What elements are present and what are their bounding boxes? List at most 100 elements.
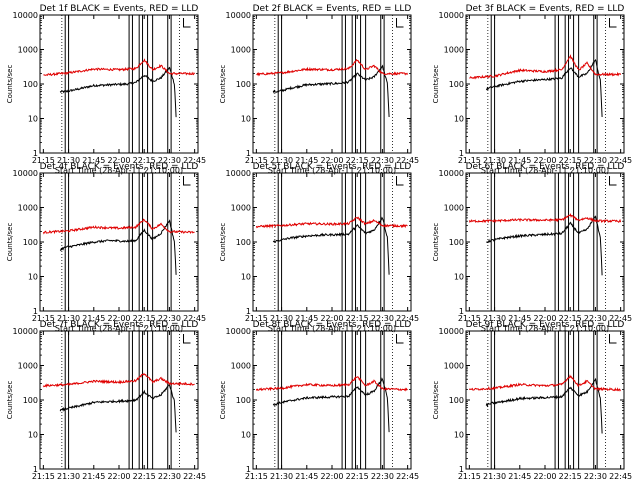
y-tick-label: 1 xyxy=(33,149,38,158)
panel: Det 8f BLACK = Events, RED = LLD Counts/s… xyxy=(219,320,419,480)
y-tick-label: 10 xyxy=(454,115,464,124)
y-tick-label: 1000 xyxy=(444,204,464,213)
x-tick-label: 21:15 xyxy=(245,472,268,480)
x-tick-label: 21:15 xyxy=(32,156,55,165)
x-tick-label: 22:45 xyxy=(609,472,632,480)
y-tick-label: 100 xyxy=(449,80,464,89)
x-axis-label: Start Time (28-Apr-11 21:10:00) xyxy=(268,324,396,333)
panel: Det 7f BLACK = Events, RED = LLD Counts/s… xyxy=(6,320,206,480)
y-axis-label: Counts/sec xyxy=(219,381,227,420)
lld-series-line xyxy=(43,58,196,77)
x-tick-label: 22:30 xyxy=(584,472,607,480)
x-tick-label: 21:30 xyxy=(270,314,293,323)
x-tick-label: 21:30 xyxy=(57,472,80,480)
bracket-marker xyxy=(183,176,191,186)
x-tick-label: 22:15 xyxy=(346,314,369,323)
x-tick-label: 22:45 xyxy=(396,156,419,165)
x-tick-label: 22:15 xyxy=(133,472,156,480)
x-tick-label: 21:45 xyxy=(508,156,531,165)
panel-title: Det 3f BLACK = Events, RED = LLD xyxy=(466,4,625,14)
panel-title: Det 1f BLACK = Events, RED = LLD xyxy=(40,4,199,14)
y-axis-label: Counts/sec xyxy=(6,381,14,420)
x-tick-label: 21:15 xyxy=(245,156,268,165)
bracket-marker xyxy=(396,18,404,28)
panel-title: Det 2f BLACK = Events, RED = LLD xyxy=(253,4,412,14)
y-tick-label: 10 xyxy=(241,115,251,124)
x-axis-label: Start Time (28-Apr-11 21:10:00) xyxy=(268,166,396,175)
events-series-line xyxy=(272,64,390,118)
y-axis-label: Counts/sec xyxy=(432,381,440,420)
bracket-marker xyxy=(396,334,404,344)
y-tick-label: 1000 xyxy=(231,204,251,213)
x-tick-label: 21:45 xyxy=(295,156,318,165)
bracket-marker xyxy=(183,334,191,344)
x-tick-label: 21:30 xyxy=(483,472,506,480)
y-tick-label: 10 xyxy=(241,431,251,440)
x-axis-label: Start Time (28-Apr-11 21:10:00) xyxy=(55,324,183,333)
events-series-line xyxy=(485,59,603,118)
x-tick-label: 21:30 xyxy=(483,156,506,165)
x-tick-label: 22:15 xyxy=(133,156,156,165)
x-tick-label: 22:30 xyxy=(584,156,607,165)
x-tick-label: 22:15 xyxy=(559,156,582,165)
x-tick-label: 21:45 xyxy=(295,472,318,480)
y-tick-label: 1000 xyxy=(231,46,251,55)
y-tick-label: 1 xyxy=(33,465,38,474)
lld-series-line xyxy=(468,213,622,224)
y-tick-label: 1 xyxy=(459,149,464,158)
panel: Det 6f BLACK = Events, RED = LLD Counts/s… xyxy=(432,162,632,333)
x-tick-label: 22:30 xyxy=(158,156,181,165)
x-tick-label: 22:45 xyxy=(609,314,632,323)
y-axis-label: Counts/sec xyxy=(6,65,14,104)
x-tick-label: 21:30 xyxy=(483,314,506,323)
y-tick-label: 1 xyxy=(459,307,464,316)
y-tick-label: 10 xyxy=(454,431,464,440)
y-tick-label: 10 xyxy=(28,431,38,440)
lld-series-line xyxy=(255,376,408,392)
y-tick-label: 10 xyxy=(28,115,38,124)
x-tick-label: 22:45 xyxy=(396,314,419,323)
y-axis-label: Counts/sec xyxy=(219,223,227,262)
y-tick-label: 10000 xyxy=(439,11,464,20)
lld-series-line xyxy=(468,374,622,392)
x-tick-label: 22:45 xyxy=(183,156,206,165)
y-tick-label: 1 xyxy=(246,465,251,474)
plot-frame xyxy=(39,14,199,154)
panel: Det 9f BLACK = Events, RED = LLD Counts/s… xyxy=(432,320,632,480)
x-tick-label: 22:30 xyxy=(584,314,607,323)
x-tick-label: 21:30 xyxy=(57,314,80,323)
bracket-marker xyxy=(183,18,191,28)
x-tick-label: 22:00 xyxy=(320,472,343,480)
events-series-line xyxy=(59,384,177,433)
lld-series-line xyxy=(255,216,408,229)
panel-title: Det 7f BLACK = Events, RED = LLD xyxy=(40,320,199,330)
y-axis-label: Counts/sec xyxy=(432,65,440,104)
y-tick-label: 1000 xyxy=(231,362,251,371)
x-tick-label: 21:15 xyxy=(458,472,481,480)
panel: Det 4f BLACK = Events, RED = LLD Counts/s… xyxy=(6,162,206,333)
x-tick-label: 22:15 xyxy=(346,156,369,165)
lld-series-line xyxy=(42,372,195,388)
lld-series-line xyxy=(42,218,195,235)
y-tick-label: 100 xyxy=(236,396,251,405)
x-tick-label: 22:45 xyxy=(183,314,206,323)
y-tick-label: 100 xyxy=(236,80,251,89)
x-tick-label: 21:15 xyxy=(245,314,268,323)
x-axis-label: Start Time (28-Apr-11 21:10:00) xyxy=(481,324,609,333)
x-tick-label: 22:30 xyxy=(371,472,394,480)
y-axis-label: Counts/sec xyxy=(432,223,440,262)
bracket-marker xyxy=(609,334,617,344)
x-tick-label: 22:45 xyxy=(396,472,419,480)
x-tick-label: 21:45 xyxy=(82,314,105,323)
y-tick-label: 10000 xyxy=(439,327,464,336)
y-tick-label: 1000 xyxy=(18,362,38,371)
lld-series-line xyxy=(469,54,622,80)
x-tick-label: 21:30 xyxy=(57,156,80,165)
x-tick-label: 22:00 xyxy=(533,156,556,165)
x-tick-label: 21:45 xyxy=(508,472,531,480)
x-tick-label: 22:00 xyxy=(107,472,130,480)
x-tick-label: 22:00 xyxy=(320,156,343,165)
x-tick-label: 22:45 xyxy=(609,156,632,165)
x-tick-label: 22:15 xyxy=(133,314,156,323)
